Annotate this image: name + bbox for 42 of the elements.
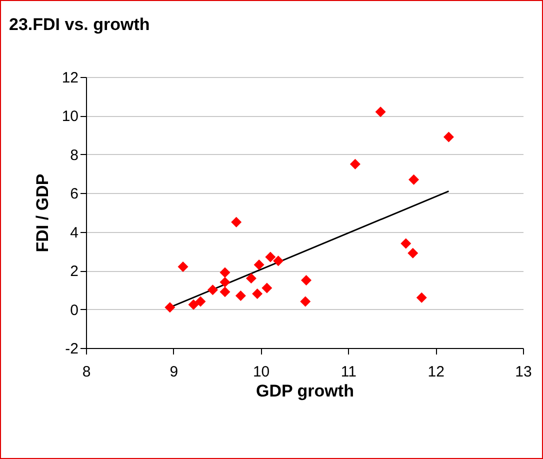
point <box>235 290 246 301</box>
point <box>265 252 276 262</box>
point <box>178 261 188 272</box>
point <box>443 132 454 142</box>
point <box>195 296 206 307</box>
point <box>246 273 256 284</box>
y-tick-label: 10 <box>62 108 78 126</box>
point <box>408 248 418 258</box>
point <box>400 238 412 249</box>
point <box>416 292 427 303</box>
chart-title: 23.FDI vs. growth <box>9 15 150 34</box>
point <box>301 275 312 286</box>
x-tick-label: 9 <box>170 364 178 380</box>
x-tick-label: 10 <box>252 364 270 380</box>
point <box>207 284 218 296</box>
point <box>254 260 264 270</box>
y-axis-title: FDI / GDP <box>32 174 52 252</box>
y-tick-label: 12 <box>62 70 78 86</box>
point <box>300 296 311 307</box>
point <box>375 106 386 118</box>
x-tick-label: 13 <box>515 364 532 380</box>
y-tick-label: -2 <box>65 340 78 358</box>
point <box>350 158 360 170</box>
point <box>188 299 199 310</box>
point <box>220 286 230 298</box>
point <box>220 267 230 278</box>
y-tick-label: 2 <box>70 263 78 280</box>
x-axis-title: GDP growth <box>256 382 354 400</box>
point <box>220 276 230 288</box>
y-tick-label: 4 <box>70 224 78 242</box>
point <box>262 282 272 294</box>
point <box>273 256 284 266</box>
y-tick-label: 6 <box>70 186 78 203</box>
x-tick-label: 12 <box>428 364 444 380</box>
y-tick-label: 0 <box>70 302 78 319</box>
y-tick-label: 8 <box>70 146 78 164</box>
point <box>252 288 263 300</box>
x-tick-label: 8 <box>82 364 91 380</box>
x-tick-label: 11 <box>340 364 356 380</box>
point <box>231 216 242 228</box>
point <box>164 302 176 313</box>
point <box>408 174 419 185</box>
